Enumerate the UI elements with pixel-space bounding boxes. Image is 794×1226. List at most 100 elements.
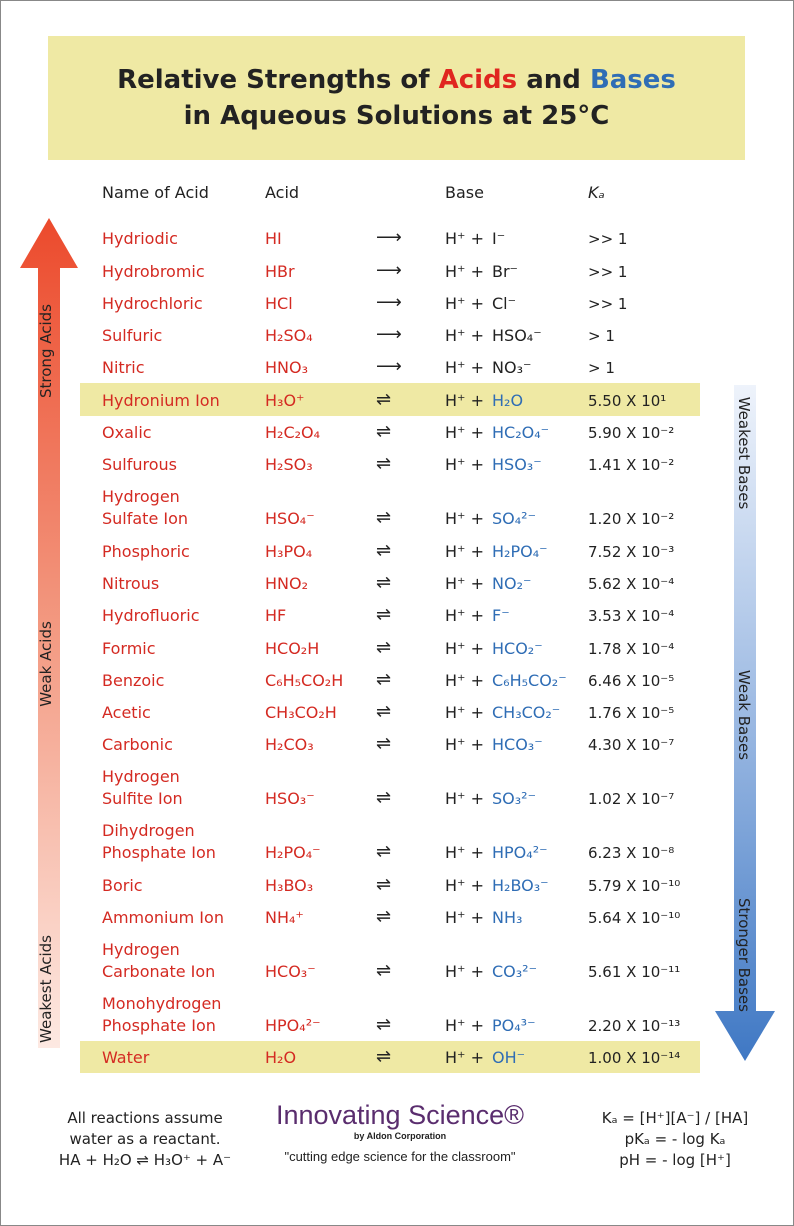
proton: H⁺ +	[445, 703, 484, 723]
conjugate-base: SO₄²⁻	[492, 509, 537, 529]
table-row: Hydrochloric HCl ⟶ H⁺ + Cl⁻ >> 1	[80, 287, 700, 319]
conjugate-base: CO₃²⁻	[492, 962, 538, 982]
proton: H⁺ +	[445, 638, 484, 658]
arrow-right-icon: ⟶	[376, 227, 402, 249]
equilibrium-arrow-icon: ⇌	[376, 733, 392, 755]
conjugate-base: PO₄³⁻	[492, 1016, 536, 1036]
ka-value: >> 1	[588, 230, 628, 249]
ka-value: 1.02 X 10⁻⁷	[588, 790, 675, 809]
conjugate-base: HPO₄²⁻	[492, 843, 548, 863]
ka-value: > 1	[588, 327, 615, 346]
ka-value: 2.20 X 10⁻¹³	[588, 1017, 681, 1036]
equation-pka: pKₐ = - log Kₐ	[624, 1130, 726, 1148]
acid-formula: H₂SO₃	[265, 455, 313, 475]
ka-value: 1.20 X 10⁻²	[588, 510, 675, 529]
acid-formula: HPO₄²⁻	[265, 1016, 321, 1036]
acid-formula: HBr	[265, 261, 295, 281]
acid-formula: CH₃CO₂H	[265, 703, 337, 723]
equilibrium-arrow-icon: ⇌	[376, 421, 392, 443]
proton: H⁺ +	[445, 390, 484, 410]
ka-value: 1.00 X 10⁻¹⁴	[588, 1049, 681, 1068]
acid-formula: HSO₄⁻	[265, 509, 315, 529]
acid-name-line1: Monohydrogen	[102, 994, 222, 1014]
table-row: Hydrogen Sulfite Ion HSO₃⁻ ⇌ H⁺ + SO₃²⁻ 1.02 …	[80, 760, 700, 814]
acid-name: Boric	[102, 875, 143, 895]
conjugate-base: NO₃⁻	[492, 358, 532, 378]
ka-value: 5.62 X 10⁻⁴	[588, 574, 675, 593]
ka-value: 1.41 X 10⁻²	[588, 456, 675, 475]
table-row: Boric H₃BO₃ ⇌ H⁺ + H₂BO₃⁻ 5.79 X 10⁻¹⁰	[80, 868, 700, 900]
acid-name: Water	[102, 1048, 150, 1068]
acid-formula: H₂PO₄⁻	[265, 843, 321, 863]
header-name: Name of Acid	[102, 183, 209, 202]
arrow-right-icon: ⟶	[376, 259, 402, 281]
ka-value: 6.46 X 10⁻⁵	[588, 671, 675, 690]
conjugate-base: C₆H₅CO₂⁻	[492, 670, 567, 690]
equilibrium-arrow-icon: ⇌	[376, 507, 392, 529]
header-acid: Acid	[265, 183, 300, 202]
conjugate-base: HCO₃⁻	[492, 735, 543, 755]
ka-value: 1.78 X 10⁻⁴	[588, 639, 675, 658]
label-stronger-bases: Stronger Bases	[735, 898, 753, 1012]
note-line: All reactions assume	[67, 1109, 223, 1127]
proton: H⁺ +	[445, 908, 484, 928]
label-weakest-bases: Weakest Bases	[735, 396, 753, 510]
acid-formula: H₃O⁺	[265, 390, 305, 410]
acid-name: Phosphate Ion	[102, 1016, 216, 1036]
acid-formula: HNO₃	[265, 358, 309, 378]
equilibrium-arrow-icon: ⇌	[376, 787, 392, 809]
acid-name: Hydrofluoric	[102, 606, 200, 626]
ka-value: 5.79 X 10⁻¹⁰	[588, 876, 681, 895]
table-row: Hydrogen Sulfate Ion HSO₄⁻ ⇌ H⁺ + SO₄²⁻ 1.20 …	[80, 480, 700, 534]
acid-formula: C₆H₅CO₂H	[265, 670, 344, 690]
acid-name: Hydrochloric	[102, 293, 203, 313]
arrow-right-icon: ⟶	[376, 324, 402, 346]
acid-name: Sulfuric	[102, 326, 163, 346]
equation-ph: pH = - log [H⁺]	[619, 1151, 731, 1169]
acid-formula: HSO₃⁻	[265, 789, 315, 809]
title-text: Relative Strengths of	[117, 65, 439, 95]
acid-name: Carbonate Ion	[102, 962, 216, 982]
acid-name: Ammonium Ion	[102, 908, 224, 928]
header-ka: Kₐ	[588, 183, 605, 202]
acid-name: Phosphoric	[102, 541, 190, 561]
acid-formula: HCl	[265, 293, 293, 313]
conjugate-base: Cl⁻	[492, 293, 517, 313]
acid-name-line1: Hydrogen	[102, 767, 180, 787]
acid-formula: HNO₂	[265, 573, 309, 593]
acid-name-line1: Hydrogen	[102, 940, 180, 960]
equilibrium-arrow-icon: ⇌	[376, 960, 392, 982]
acid-formula: H₃PO₄	[265, 541, 313, 561]
conjugate-base: H₂O	[492, 390, 524, 410]
proton: H⁺ +	[445, 455, 484, 475]
acid-formula: HCO₃⁻	[265, 962, 316, 982]
proton: H⁺ +	[445, 358, 484, 378]
equilibrium-arrow-icon: ⇌	[376, 701, 392, 723]
proton: H⁺ +	[445, 573, 484, 593]
title-acids: Acids	[438, 65, 518, 95]
conjugate-base: HC₂O₄⁻	[492, 423, 550, 443]
table-row: Nitrous HNO₂ ⇌ H⁺ + NO₂⁻ 5.62 X 10⁻⁴	[80, 567, 700, 599]
conjugate-base: OH⁻	[492, 1048, 526, 1068]
conjugate-base: F⁻	[492, 606, 510, 626]
title-text: and	[517, 65, 590, 95]
acid-strength-arrow	[20, 218, 78, 1048]
acid-base-table: Hydriodic HI ⟶ H⁺ + I⁻ >> 1 Hydrobromic HBr ⟶ H⁺ …	[80, 222, 700, 1074]
proton: H⁺ +	[445, 606, 484, 626]
label-weak-bases: Weak Bases	[735, 669, 753, 761]
acid-name: Hydrobromic	[102, 261, 205, 281]
proton: H⁺ +	[445, 261, 484, 281]
proton: H⁺ +	[445, 229, 484, 249]
acid-name: Sulfurous	[102, 455, 178, 475]
equation-ka: Kₐ = [H⁺][A⁻] / [HA]	[601, 1109, 749, 1127]
table-row: Ammonium Ion NH₄⁺ ⇌ H⁺ + NH₃ 5.64 X 10⁻¹⁰	[80, 901, 700, 933]
proton: H⁺ +	[445, 1016, 484, 1036]
ka-value: 5.90 X 10⁻²	[588, 424, 675, 443]
proton: H⁺ +	[445, 541, 484, 561]
acid-name: Hydronium Ion	[102, 390, 220, 410]
acid-name: Carbonic	[102, 735, 173, 755]
proton: H⁺ +	[445, 735, 484, 755]
title-line-1: Relative Strengths of Acids and Bases	[48, 62, 745, 98]
acid-name-line1: Hydrogen	[102, 487, 180, 507]
table-row: Acetic CH₃CO₂H ⇌ H⁺ + CH₃CO₂⁻ 1.76 X 10⁻⁵	[80, 696, 700, 728]
